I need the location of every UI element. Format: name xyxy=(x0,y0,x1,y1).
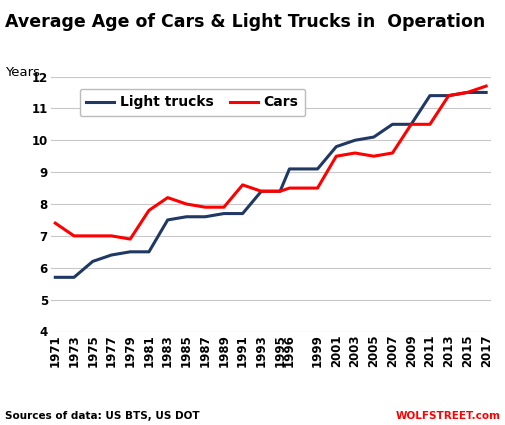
Line: Cars: Cars xyxy=(55,86,485,239)
Light trucks xyxy=(52,275,58,280)
Light trucks xyxy=(426,93,432,98)
Line: Light trucks: Light trucks xyxy=(55,93,485,278)
Light trucks xyxy=(258,189,264,194)
Text: Sources of data: US BTS, US DOT: Sources of data: US BTS, US DOT xyxy=(5,411,199,421)
Light trucks xyxy=(89,259,95,264)
Cars xyxy=(370,154,376,159)
Light trucks xyxy=(277,189,283,194)
Light trucks xyxy=(333,144,339,149)
Cars xyxy=(220,205,226,210)
Light trucks xyxy=(239,211,245,216)
Light trucks xyxy=(71,275,77,280)
Cars xyxy=(333,154,339,159)
Cars xyxy=(426,122,432,127)
Light trucks xyxy=(145,249,152,254)
Light trucks xyxy=(445,93,451,98)
Cars xyxy=(164,195,170,200)
Cars xyxy=(389,150,395,156)
Light trucks xyxy=(482,90,488,95)
Cars xyxy=(464,90,470,95)
Cars xyxy=(127,236,133,241)
Light trucks xyxy=(408,122,414,127)
Light trucks xyxy=(220,211,226,216)
Cars xyxy=(351,150,358,156)
Text: Years: Years xyxy=(5,66,40,79)
Cars xyxy=(183,201,189,207)
Cars xyxy=(71,233,77,238)
Light trucks xyxy=(164,218,170,223)
Cars xyxy=(482,84,488,89)
Cars xyxy=(108,233,114,238)
Light trucks xyxy=(183,214,189,219)
Cars xyxy=(408,122,414,127)
Cars xyxy=(145,208,152,213)
Cars xyxy=(445,93,451,98)
Light trucks xyxy=(351,138,358,143)
Cars xyxy=(277,189,283,194)
Light trucks xyxy=(464,90,470,95)
Light trucks xyxy=(108,252,114,258)
Cars xyxy=(258,189,264,194)
Cars xyxy=(52,221,58,226)
Text: Average Age of Cars & Light Trucks in  Operation: Average Age of Cars & Light Trucks in Op… xyxy=(5,13,484,31)
Text: WOLFSTREET.com: WOLFSTREET.com xyxy=(395,411,500,421)
Light trucks xyxy=(127,249,133,254)
Legend: Light trucks, Cars: Light trucks, Cars xyxy=(79,88,305,116)
Light trucks xyxy=(370,134,376,139)
Light trucks xyxy=(201,214,208,219)
Cars xyxy=(201,205,208,210)
Cars xyxy=(89,233,95,238)
Light trucks xyxy=(286,167,292,172)
Light trucks xyxy=(314,167,320,172)
Light trucks xyxy=(389,122,395,127)
Cars xyxy=(239,182,245,187)
Cars xyxy=(314,185,320,190)
Cars xyxy=(286,185,292,190)
